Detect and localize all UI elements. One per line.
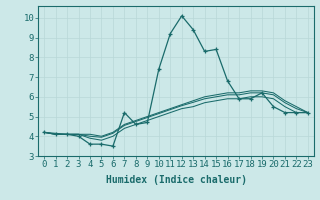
X-axis label: Humidex (Indice chaleur): Humidex (Indice chaleur) — [106, 175, 246, 185]
